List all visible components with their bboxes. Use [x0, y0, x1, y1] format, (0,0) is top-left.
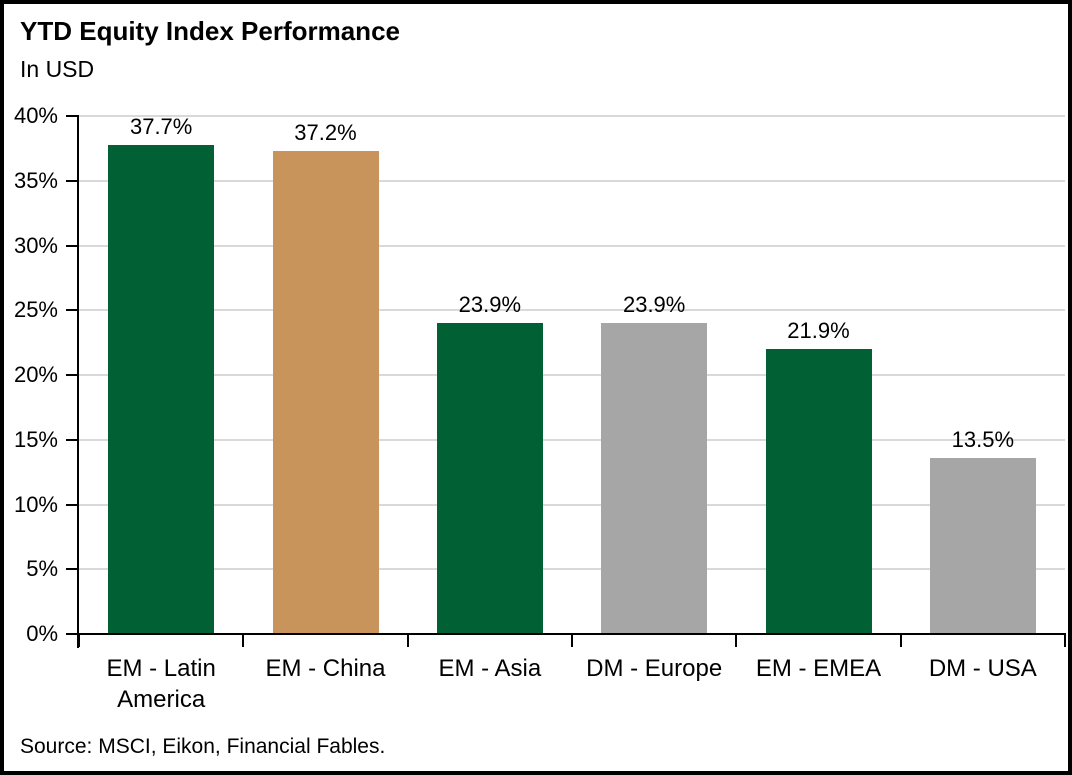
- bar-2: [436, 323, 543, 633]
- x-category-label-1: EM - China: [265, 655, 386, 682]
- gridline-5: [79, 568, 1065, 571]
- bar-value-label-0: 37.7%: [129, 113, 193, 139]
- bar-value-label-1: 37.2%: [294, 120, 357, 146]
- x-tick-2: [406, 633, 409, 647]
- x-category-label-2: EM - Asia: [438, 655, 542, 682]
- gridline-15: [79, 438, 1065, 441]
- x-category-label-0: EM - Latin America: [106, 655, 216, 713]
- y-tick-35: [66, 179, 79, 182]
- y-tick-5: [66, 568, 79, 571]
- gridline-30: [79, 244, 1065, 247]
- y-tick-label-10: 10%: [13, 491, 58, 517]
- y-tick-label-5: 5%: [26, 556, 58, 582]
- bar-1: [272, 151, 379, 633]
- bar-5: [929, 458, 1036, 633]
- bar-4: [765, 349, 872, 633]
- y-tick-label-35: 35%: [13, 167, 58, 193]
- bar-value-label-2: 23.9%: [458, 292, 522, 318]
- y-tick-0: [66, 633, 79, 635]
- gridline-10: [79, 503, 1065, 506]
- x-category-label-3: DM - Europe: [586, 655, 723, 682]
- source-note: Source: MSCI, Eikon, Financial Fables.: [20, 735, 386, 758]
- y-tick-label-30: 30%: [13, 232, 58, 258]
- chart-subtitle: In USD: [20, 56, 95, 82]
- bar-value-label-3: 23.9%: [622, 292, 686, 318]
- y-tick-40: [66, 115, 79, 117]
- x-tick-3: [571, 633, 573, 647]
- x-category-label-5: DM - USA: [928, 655, 1037, 682]
- x-tick-1: [242, 633, 245, 647]
- x-tick-4: [735, 633, 738, 647]
- x-tick-5: [899, 633, 902, 647]
- bar-value-label-5: 13.5%: [951, 427, 1015, 453]
- y-tick-label-25: 25%: [13, 297, 58, 323]
- x-category-label-4: EM - EMEA: [755, 655, 882, 682]
- bar-0: [108, 144, 215, 633]
- gridline-40: [79, 115, 1065, 117]
- y-axis-line: [77, 116, 79, 648]
- gridline-20: [79, 374, 1065, 376]
- y-tick-15: [66, 438, 79, 441]
- bar-3: [601, 323, 708, 633]
- chart-title: YTD Equity Index Performance: [20, 16, 400, 46]
- gridline-25: [79, 309, 1065, 312]
- y-tick-30: [66, 244, 79, 247]
- y-tick-label-40: 40%: [13, 103, 58, 128]
- x-tick-6: [1064, 633, 1066, 647]
- y-tick-label-15: 15%: [13, 426, 58, 452]
- x-tick-0: [78, 633, 80, 647]
- bar-value-label-4: 21.9%: [787, 318, 850, 344]
- y-tick-25: [66, 309, 79, 312]
- y-tick-20: [66, 374, 79, 376]
- gridline-35: [79, 179, 1065, 182]
- y-tick-10: [66, 503, 79, 506]
- y-tick-label-0: 0%: [26, 621, 58, 646]
- y-tick-label-20: 20%: [13, 362, 58, 387]
